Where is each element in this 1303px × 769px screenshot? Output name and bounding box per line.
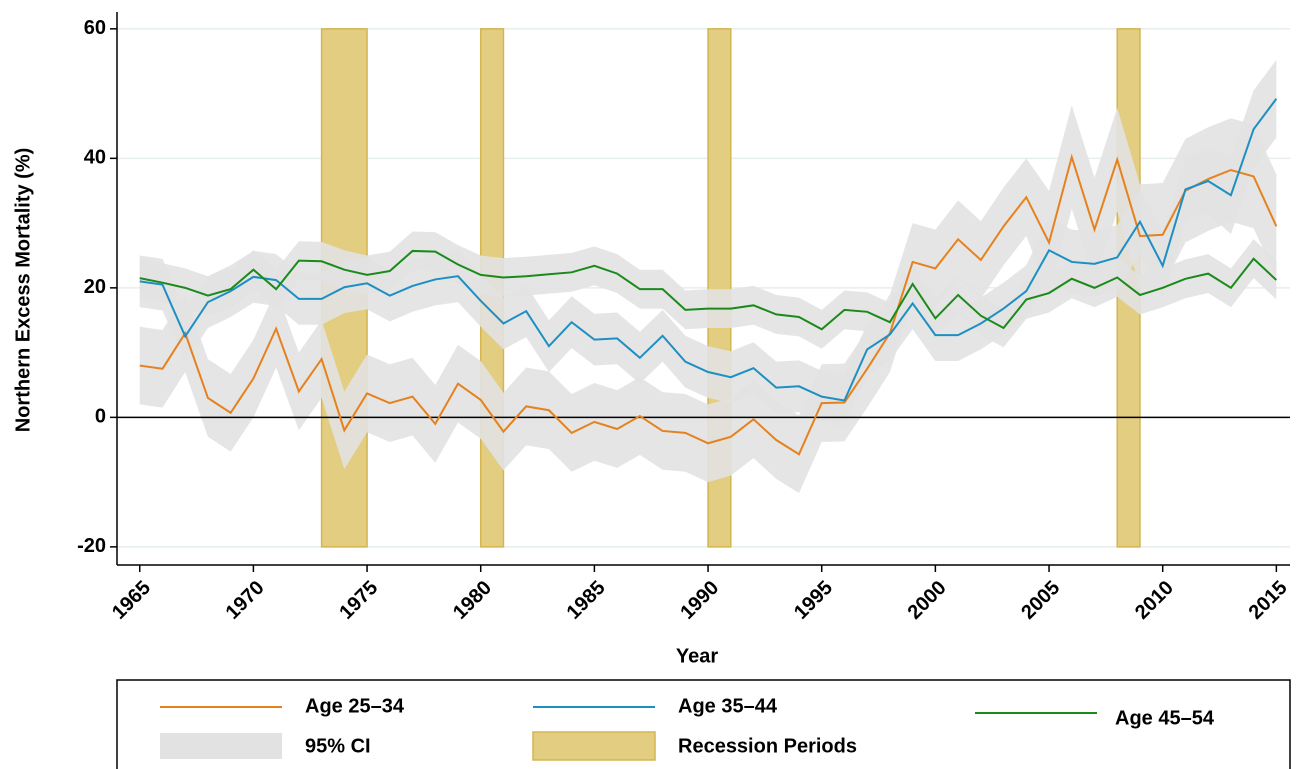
- x-tick-label: 1975: [335, 577, 382, 624]
- y-tick-label: 60: [84, 17, 106, 39]
- x-tick-label: 1990: [676, 577, 723, 624]
- x-tick-label: 1995: [790, 577, 837, 624]
- x-tick-label: 2005: [1017, 577, 1064, 624]
- x-axis-label: Year: [676, 645, 718, 667]
- series-line: [139, 153, 1278, 456]
- series-line: [139, 98, 1278, 402]
- x-tick-label: 1985: [563, 577, 610, 624]
- x-tick-label: 2000: [904, 577, 951, 624]
- ci-band: [139, 105, 1277, 494]
- series-line: [139, 249, 1278, 331]
- legend-label: 95% CI: [305, 735, 371, 757]
- y-tick-label: 20: [84, 276, 106, 298]
- legend-box: [116, 679, 1291, 769]
- legend-swatch: [532, 731, 656, 761]
- x-tick-label: 2015: [1245, 577, 1292, 624]
- y-tick-label: 40: [84, 147, 106, 169]
- legend-swatch: [160, 733, 282, 759]
- legend-label: Age 45–54: [1115, 707, 1215, 729]
- legend-label: Age 25–34: [305, 695, 405, 717]
- x-tick-label: 1970: [222, 577, 269, 624]
- x-tick-label: 1980: [449, 577, 496, 624]
- legend-label: Age 35–44: [678, 695, 778, 717]
- ci-band: [139, 231, 1277, 349]
- y-axis-label: Northern Excess Mortality (%): [12, 148, 34, 433]
- legend-label: Recession Periods: [678, 735, 857, 757]
- y-tick-label: -20: [77, 535, 106, 557]
- x-tick-label: 1965: [108, 577, 155, 624]
- x-tick-label: 2010: [1131, 577, 1178, 624]
- y-tick-label: 0: [95, 406, 106, 428]
